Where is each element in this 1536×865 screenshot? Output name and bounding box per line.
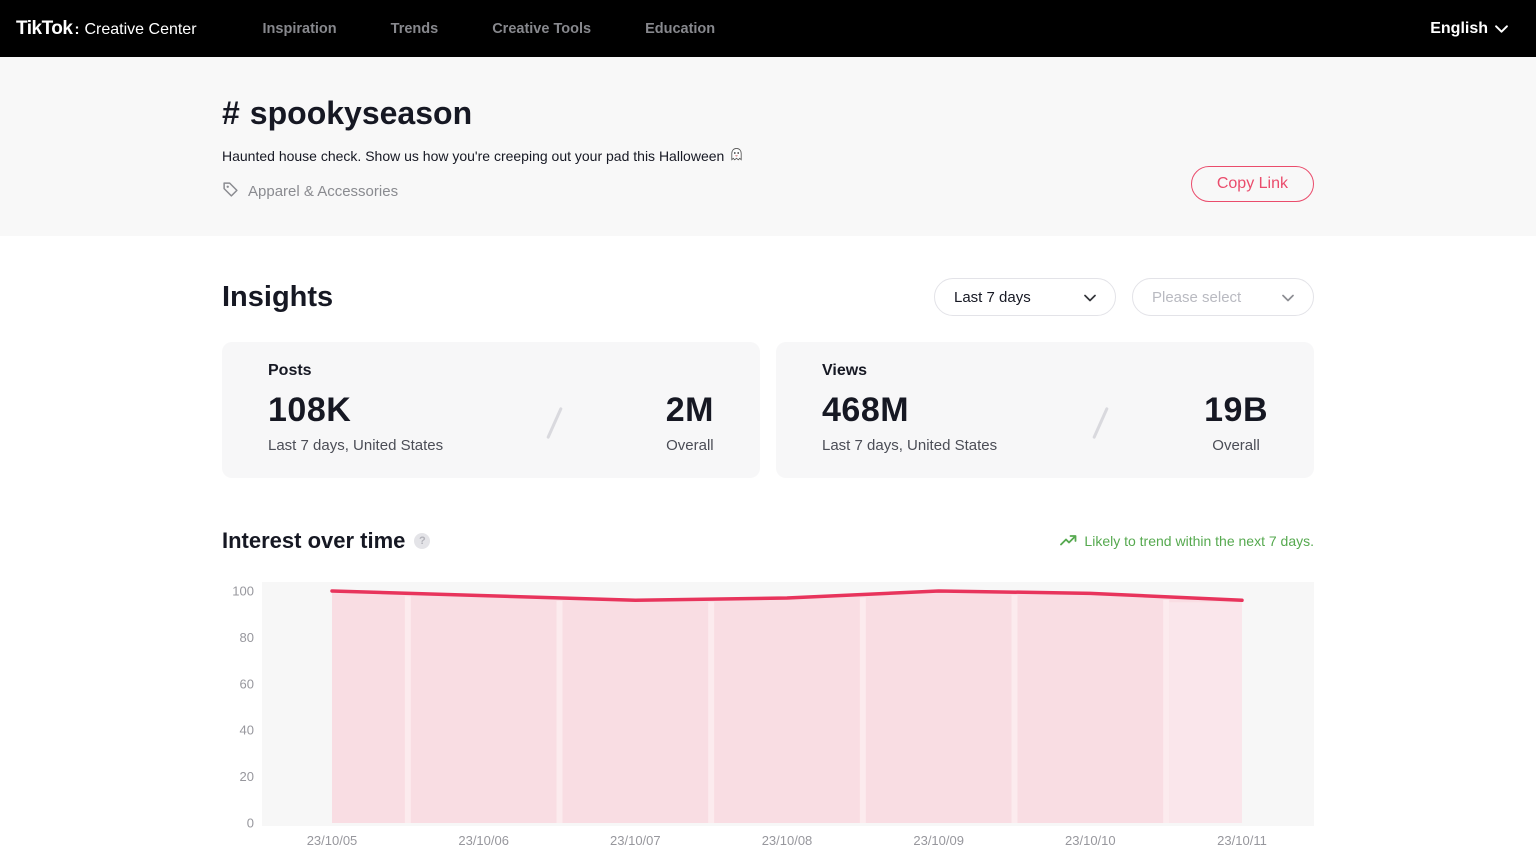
insights-filters: Last 7 days Please select: [934, 278, 1314, 316]
top-nav: TikTok : Creative Center Inspiration Tre…: [0, 0, 1536, 57]
hash-symbol: #: [222, 95, 240, 131]
help-icon[interactable]: ?: [414, 533, 431, 549]
posts-card-label: Posts: [268, 362, 312, 379]
svg-text:23/10/10: 23/10/10: [1065, 833, 1116, 848]
insights-heading: Insights: [222, 280, 334, 313]
svg-text:23/10/05: 23/10/05: [307, 833, 358, 848]
brand-suffix: Creative Center: [84, 20, 197, 38]
chevron-down-icon: [1084, 289, 1096, 306]
category-label: Apparel & Accessories: [248, 183, 399, 200]
copy-link-button[interactable]: Copy Link: [1190, 166, 1314, 202]
posts-secondary-value: 2M: [665, 391, 714, 429]
hashtag-category: Apparel & Accessories: [222, 181, 744, 202]
posts-stat-card: Posts 108K Last 7 days, United States 2M…: [222, 342, 760, 478]
slash-divider: [546, 406, 563, 439]
posts-secondary-caption: Overall: [666, 437, 714, 454]
views-secondary-caption: Overall: [1212, 437, 1260, 454]
tag-icon: [222, 181, 239, 202]
slash-divider: [1092, 406, 1109, 439]
trend-up-icon: [1060, 533, 1077, 550]
trend-prediction-note: Likely to trend within the next 7 days.: [1060, 533, 1314, 550]
posts-primary-stat: 108K Last 7 days, United States: [268, 391, 443, 454]
svg-text:23/10/08: 23/10/08: [762, 833, 813, 848]
views-secondary-stat: 19B Overall: [1204, 391, 1268, 454]
region-dropdown-placeholder: Please select: [1152, 288, 1242, 306]
svg-text:0: 0: [247, 816, 254, 831]
views-primary-stat: 468M Last 7 days, United States: [822, 391, 997, 454]
svg-text:80: 80: [240, 630, 254, 645]
hashtag-info: # spookyseason Haunted house check. Show…: [222, 95, 744, 202]
svg-text:23/10/06: 23/10/06: [458, 833, 509, 848]
ghost-emoji-icon: [729, 147, 744, 165]
svg-text:23/10/11: 23/10/11: [1217, 833, 1267, 848]
svg-text:40: 40: [240, 723, 254, 738]
chevron-down-icon: [1282, 289, 1294, 306]
nav-item-education[interactable]: Education: [645, 20, 716, 37]
language-label: English: [1430, 19, 1488, 37]
period-dropdown[interactable]: Last 7 days: [934, 278, 1116, 316]
chevron-down-icon: [1495, 20, 1508, 38]
svg-text:60: 60: [240, 676, 254, 691]
svg-text:100: 100: [232, 584, 254, 599]
nav-menu: Inspiration Trends Creative Tools Educat…: [263, 21, 716, 37]
views-primary-caption: Last 7 days, United States: [822, 437, 998, 454]
hashtag-description: Haunted house check. Show us how you're …: [222, 147, 744, 165]
brand-tiktok-wordmark: TikTok: [16, 17, 73, 39]
posts-primary-caption: Last 7 days, United States: [268, 437, 444, 454]
nav-item-trends[interactable]: Trends: [390, 20, 439, 37]
period-dropdown-value: Last 7 days: [954, 288, 1031, 306]
svg-text:23/10/07: 23/10/07: [610, 833, 661, 848]
nav-item-creative-tools[interactable]: Creative Tools: [492, 20, 592, 37]
views-card-label: Views: [822, 362, 868, 379]
posts-primary-value: 108K: [268, 391, 352, 429]
views-secondary-value: 19B: [1204, 391, 1268, 429]
svg-text:23/10/09: 23/10/09: [913, 833, 964, 848]
views-stat-card: Views 468M Last 7 days, United States 19…: [776, 342, 1314, 478]
posts-secondary-stat: 2M Overall: [666, 391, 714, 454]
area-chart-canvas: 0 20 40 60 80 100 23/10/05 23/10/06 23/10/07 23/1…: [232, 582, 1314, 848]
svg-text:20: 20: [240, 769, 254, 784]
chart-section-title: Interest over time ?: [222, 528, 431, 554]
hashtag-header: # spookyseason Haunted house check. Show…: [0, 57, 1536, 236]
brand-separator: :: [74, 20, 80, 38]
page-title: # spookyseason: [222, 95, 744, 132]
interest-over-time-chart: 0 20 40 60 80 100 23/10/05 23/10/06 23/10/07 23/1…: [222, 576, 1314, 852]
nav-item-inspiration[interactable]: Inspiration: [262, 20, 337, 37]
language-selector[interactable]: English: [1430, 20, 1508, 38]
stat-cards: Posts 108K Last 7 days, United States 2M…: [222, 342, 1314, 478]
brand-logo[interactable]: TikTok : Creative Center: [16, 18, 197, 40]
hashtag-name: spookyseason: [249, 95, 473, 131]
region-dropdown[interactable]: Please select: [1132, 278, 1314, 316]
views-primary-value: 468M: [822, 391, 910, 429]
